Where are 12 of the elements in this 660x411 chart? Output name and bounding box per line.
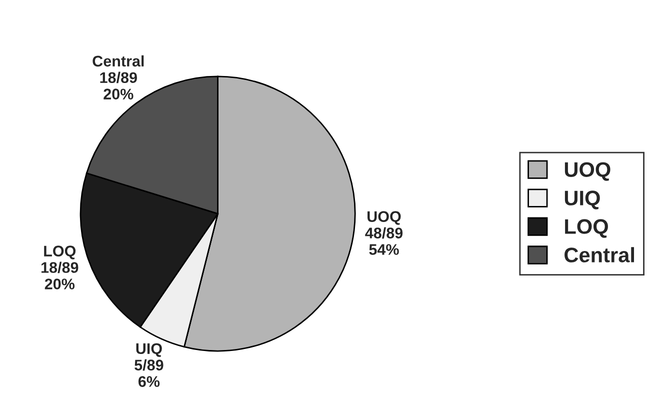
legend-label: Central <box>564 247 634 262</box>
legend-label: UIQ <box>564 190 600 210</box>
data-label: 5/89 6% <box>134 359 164 387</box>
legend-label: UOQ <box>564 162 610 181</box>
data-label: 18/89 20% <box>100 72 137 100</box>
slice-label: LOQ <box>44 246 76 260</box>
legend-label: LOQ <box>565 219 608 238</box>
data-label: 18/89 20% <box>41 262 78 290</box>
slice-label: UOQ <box>368 211 401 225</box>
data-label: 48/89 54% <box>365 227 403 255</box>
slice-label: UIQ <box>136 343 162 357</box>
slice-label: Central <box>92 55 144 67</box>
